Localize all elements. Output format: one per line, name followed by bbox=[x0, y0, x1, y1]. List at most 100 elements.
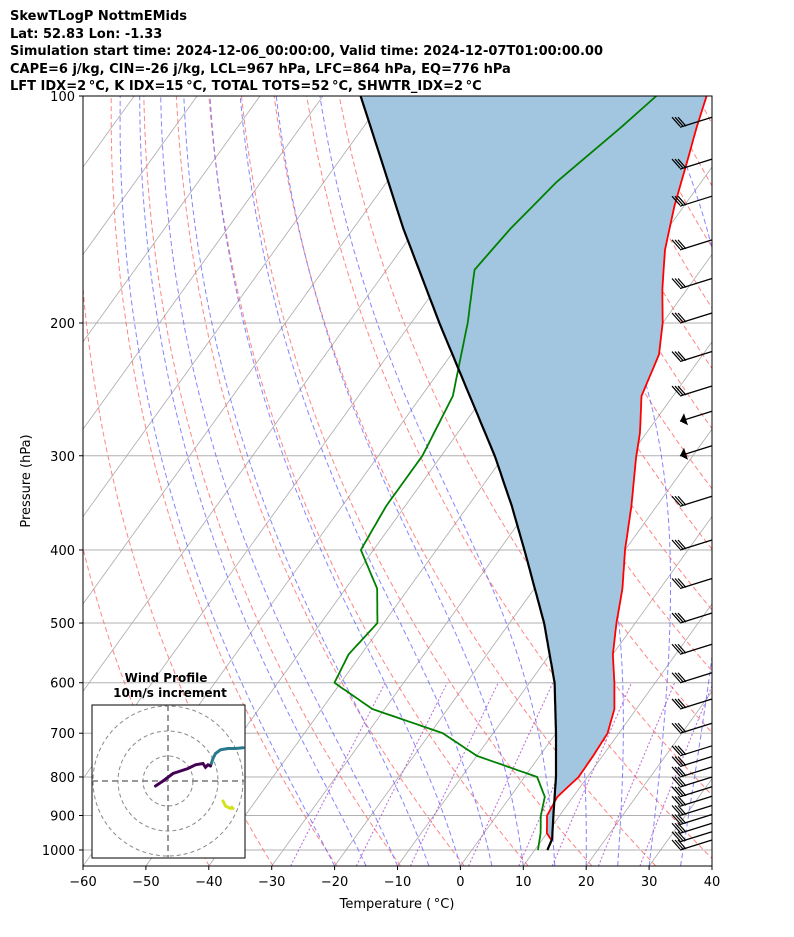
wind-barb-feather bbox=[674, 831, 684, 842]
wind-barb-feather bbox=[671, 766, 681, 777]
wind-barb-feather bbox=[677, 698, 687, 709]
wind-barb-feather bbox=[674, 756, 684, 766]
y-tick-label: 300 bbox=[50, 450, 75, 465]
wind-barb-feather bbox=[671, 116, 681, 127]
moist-adiabat-line bbox=[139, 96, 367, 866]
wind-barb bbox=[671, 643, 713, 655]
wind-barb bbox=[671, 839, 713, 851]
wind-barb-feather bbox=[677, 239, 687, 250]
moist-adiabat-line bbox=[275, 96, 524, 866]
wind-barb-feather bbox=[674, 766, 684, 777]
wind-barb-feather bbox=[677, 578, 687, 588]
isotherm-line bbox=[585, 690, 712, 866]
wind-barb bbox=[671, 745, 713, 757]
wind-barb-feather bbox=[677, 385, 687, 396]
wind-barb bbox=[671, 698, 713, 710]
wind-barb-feather bbox=[677, 195, 687, 206]
wind-barb bbox=[671, 158, 713, 170]
wind-barb bbox=[671, 795, 713, 807]
dry-adiabat-line bbox=[730, 96, 794, 866]
hodograph-trace bbox=[154, 761, 212, 788]
wind-barb bbox=[671, 539, 713, 551]
dry-adiabat-line bbox=[273, 96, 657, 866]
wind-barb-feather bbox=[671, 786, 681, 797]
wind-barb-feather bbox=[671, 822, 681, 833]
wind-barb bbox=[671, 277, 713, 290]
wind-barb bbox=[671, 831, 713, 843]
wind-barb-feather bbox=[677, 312, 687, 323]
isotherm-line bbox=[83, 96, 450, 605]
wind-barb-feather bbox=[671, 158, 681, 169]
wind-barb bbox=[671, 312, 713, 324]
isotherm-line bbox=[460, 515, 712, 866]
wind-barb-feather bbox=[677, 822, 687, 833]
wind-barb-feather bbox=[674, 795, 684, 806]
hodograph-subtitle: 10m/s increment bbox=[113, 686, 227, 700]
wind-barb-feather bbox=[674, 722, 684, 733]
wind-barb-feather bbox=[671, 312, 681, 323]
wind-barb-feather bbox=[674, 822, 684, 833]
wind-barb-pennant bbox=[680, 447, 688, 460]
wind-barb-feather bbox=[677, 351, 687, 361]
wind-barb-feather bbox=[674, 698, 684, 709]
hodograph-trace bbox=[209, 746, 245, 768]
wind-barb bbox=[679, 410, 713, 426]
wind-barb bbox=[671, 776, 713, 788]
hodograph-plot bbox=[92, 705, 245, 858]
dry-adiabat-line bbox=[208, 96, 529, 866]
y-tick-label: 700 bbox=[50, 727, 75, 742]
wind-barb bbox=[671, 672, 713, 684]
wind-barb-feather bbox=[674, 239, 684, 250]
wind-barb bbox=[671, 239, 713, 251]
moist-adiabat-line bbox=[209, 96, 461, 866]
y-tick-label: 200 bbox=[50, 317, 75, 332]
profile-lines bbox=[333, 96, 708, 851]
wind-barb-feather bbox=[671, 612, 681, 623]
wind-barb-feather bbox=[677, 278, 687, 288]
wind-barb-feather bbox=[674, 278, 684, 288]
wind-barb-feather bbox=[677, 722, 687, 733]
hodograph-trace bbox=[221, 799, 235, 811]
dry-adiabat-line bbox=[110, 96, 338, 866]
x-tick-label: −40 bbox=[195, 875, 222, 890]
wind-barb-feather bbox=[674, 814, 684, 824]
wind-barb-feather bbox=[671, 578, 681, 588]
wind-barb-feather bbox=[674, 539, 684, 550]
x-tick-label: −50 bbox=[132, 875, 159, 890]
x-axis-label: Temperature ( °C) bbox=[339, 897, 455, 912]
wind-barb-feather bbox=[671, 351, 681, 361]
wind-barb-feather bbox=[674, 643, 684, 654]
isotherm-line bbox=[83, 96, 198, 256]
dry-adiabat-line bbox=[763, 96, 794, 866]
wind-barb-feather bbox=[671, 756, 681, 766]
wind-barb bbox=[671, 116, 713, 128]
moist-adiabat-line bbox=[183, 96, 430, 866]
wind-barb-feather bbox=[677, 756, 687, 766]
mixing-ratio-line bbox=[551, 682, 632, 866]
wind-barb-feather bbox=[671, 495, 681, 506]
wind-barb-feather bbox=[674, 839, 684, 850]
hodograph-title: Wind Profile bbox=[125, 671, 208, 685]
isotherm-line bbox=[83, 96, 324, 430]
wind-barb-feather bbox=[671, 385, 681, 396]
dry-adiabat-line bbox=[143, 96, 402, 866]
wind-barb-feather bbox=[671, 239, 681, 250]
isotherm-line bbox=[711, 865, 712, 866]
wind-barb-feather bbox=[671, 805, 681, 815]
isotherm-line bbox=[775, 96, 794, 866]
x-tick-label: 10 bbox=[515, 875, 532, 890]
wind-barb-pennant bbox=[680, 413, 688, 426]
wind-barb-feather bbox=[674, 195, 684, 206]
wind-barb-feather bbox=[674, 745, 684, 756]
wind-barb bbox=[671, 804, 713, 817]
wind-barb bbox=[679, 445, 713, 460]
x-tick-label: 20 bbox=[578, 875, 595, 890]
wind-barb-feather bbox=[674, 672, 684, 683]
wind-barb-feather bbox=[671, 831, 681, 842]
moist-adiabat-line bbox=[711, 863, 712, 866]
isotherm-line bbox=[83, 96, 261, 343]
y-tick-label: 100 bbox=[50, 90, 75, 105]
dry-adiabat-line bbox=[664, 96, 712, 187]
wind-barb bbox=[671, 350, 713, 363]
wind-barbs bbox=[671, 116, 713, 851]
